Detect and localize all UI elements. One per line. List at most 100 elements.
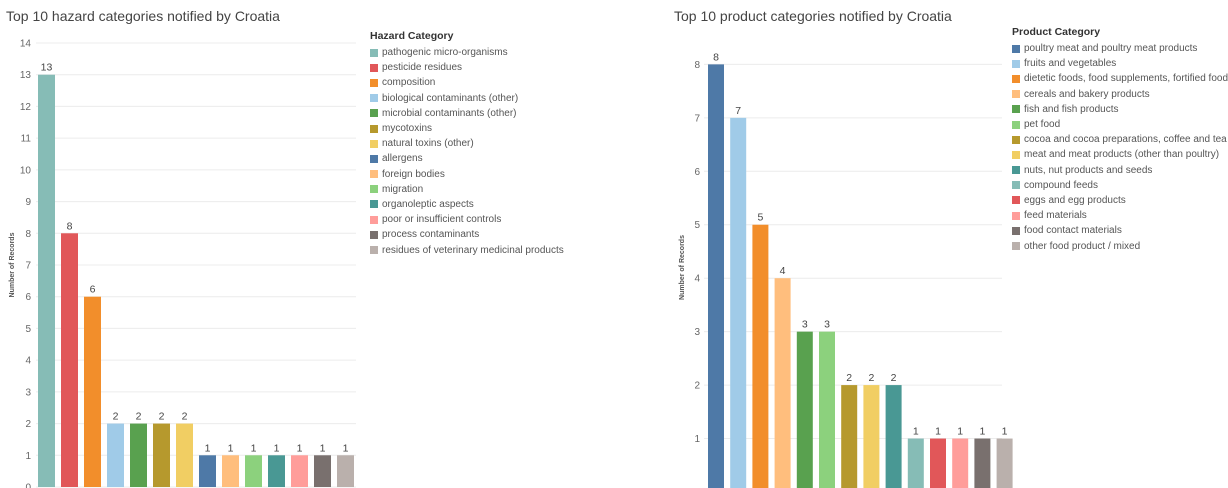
legend-swatch bbox=[1012, 181, 1020, 190]
bar[interactable] bbox=[730, 117, 747, 488]
legend-item[interactable]: nuts, nut products and seeds bbox=[1012, 163, 1228, 178]
legend-item[interactable]: allergens bbox=[370, 151, 564, 166]
legend-item[interactable]: eggs and egg products bbox=[1012, 193, 1228, 208]
bar[interactable] bbox=[107, 423, 124, 487]
bar[interactable] bbox=[974, 438, 991, 488]
bar[interactable] bbox=[996, 438, 1013, 488]
bar[interactable] bbox=[130, 423, 147, 487]
legend-label: biological contaminants (other) bbox=[382, 92, 519, 104]
data-label: 2 bbox=[113, 411, 119, 423]
legend-label: fruits and vegetables bbox=[1024, 58, 1117, 70]
legend-swatch bbox=[370, 230, 378, 239]
bar[interactable] bbox=[291, 455, 308, 487]
hazard-legend: Hazard Category pathogenic micro-organis… bbox=[370, 30, 564, 258]
legend-item[interactable]: mycotoxins bbox=[370, 121, 564, 136]
legend-item[interactable]: foreign bodies bbox=[370, 167, 564, 182]
legend-item[interactable]: meat and meat products (other than poult… bbox=[1012, 147, 1228, 162]
legend-swatch bbox=[370, 185, 378, 194]
legend-swatch bbox=[1012, 242, 1020, 251]
y-tick-label: 14 bbox=[20, 39, 32, 50]
legend-item[interactable]: compound feeds bbox=[1012, 178, 1228, 193]
legend-item[interactable]: natural toxins (other) bbox=[370, 136, 564, 151]
legend-swatch bbox=[1012, 59, 1020, 68]
legend-label: composition bbox=[382, 77, 436, 89]
legend-item[interactable]: poultry meat and poultry meat products bbox=[1012, 41, 1228, 56]
legend-items: pathogenic micro-organisms pesticide resi… bbox=[370, 45, 564, 258]
legend-swatch bbox=[1012, 211, 1020, 220]
bar[interactable] bbox=[199, 455, 216, 487]
legend-item[interactable]: residues of veterinary medicinal product… bbox=[370, 242, 564, 257]
bar[interactable] bbox=[907, 438, 924, 488]
legend-item[interactable]: microbial contaminants (other) bbox=[370, 106, 564, 121]
bar[interactable] bbox=[952, 438, 969, 488]
bar[interactable] bbox=[796, 331, 813, 488]
bar[interactable] bbox=[819, 331, 835, 488]
legend-item[interactable]: composition bbox=[370, 75, 564, 90]
legend-item[interactable]: fish and fish products bbox=[1012, 102, 1228, 117]
bar[interactable] bbox=[708, 64, 724, 488]
legend-swatch bbox=[370, 63, 378, 72]
legend-item[interactable]: dietetic foods, food supplements, fortif… bbox=[1012, 71, 1228, 86]
legend-item[interactable]: organoleptic aspects bbox=[370, 197, 564, 212]
legend-swatch bbox=[1012, 196, 1020, 205]
legend-swatch bbox=[1012, 150, 1020, 159]
bar[interactable] bbox=[930, 438, 946, 488]
y-tick-label: 5 bbox=[694, 220, 700, 231]
legend-label: other food product / mixed bbox=[1024, 240, 1141, 252]
data-label: 2 bbox=[846, 372, 852, 384]
bar[interactable] bbox=[268, 455, 285, 487]
bar[interactable] bbox=[337, 455, 354, 487]
bar[interactable] bbox=[774, 278, 791, 488]
legend-item[interactable]: fruits and vegetables bbox=[1012, 56, 1228, 71]
legend-item[interactable]: pathogenic micro-organisms bbox=[370, 45, 564, 60]
legend-swatch bbox=[370, 78, 378, 87]
bar[interactable] bbox=[314, 455, 331, 487]
y-tick-label: 3 bbox=[694, 327, 700, 338]
legend-item[interactable]: poor or insufficient controls bbox=[370, 212, 564, 227]
y-tick-label: 7 bbox=[694, 113, 700, 124]
data-label: 2 bbox=[136, 411, 142, 423]
data-label: 1 bbox=[251, 442, 257, 454]
legend-title: Product Category bbox=[1012, 26, 1101, 38]
legend-label: pathogenic micro-organisms bbox=[382, 47, 508, 59]
data-label: 2 bbox=[182, 411, 188, 423]
legend-item[interactable]: food contact materials bbox=[1012, 223, 1228, 238]
bar[interactable] bbox=[841, 385, 858, 488]
y-tick-label: 2 bbox=[25, 419, 31, 430]
legend-item[interactable]: biological contaminants (other) bbox=[370, 91, 564, 106]
legend-item[interactable]: other food product / mixed bbox=[1012, 238, 1228, 253]
legend-label: cereals and bakery products bbox=[1024, 88, 1150, 100]
bar[interactable] bbox=[61, 233, 78, 487]
legend-item[interactable]: cereals and bakery products bbox=[1012, 87, 1228, 102]
legend-item[interactable]: pet food bbox=[1012, 117, 1228, 132]
bar[interactable] bbox=[752, 224, 769, 488]
chart-title: Top 10 hazard categories notified by Cro… bbox=[6, 8, 280, 24]
data-label: 5 bbox=[757, 212, 763, 224]
bar[interactable] bbox=[153, 423, 170, 487]
data-label: 8 bbox=[67, 220, 73, 232]
bar[interactable] bbox=[176, 423, 193, 487]
legend-label: nuts, nut products and seeds bbox=[1024, 164, 1153, 176]
bar[interactable] bbox=[38, 74, 55, 487]
legend-item[interactable]: migration bbox=[370, 182, 564, 197]
legend-item[interactable]: pesticide residues bbox=[370, 60, 564, 75]
bar[interactable] bbox=[885, 385, 902, 488]
data-label: 1 bbox=[274, 442, 280, 454]
y-tick-label: 6 bbox=[694, 167, 700, 178]
legend-swatch bbox=[1012, 74, 1020, 83]
legend-item[interactable]: feed materials bbox=[1012, 208, 1228, 223]
y-tick-label: 1 bbox=[694, 434, 700, 445]
legend-swatch bbox=[1012, 105, 1020, 114]
legend-swatch bbox=[1012, 44, 1020, 53]
bar[interactable] bbox=[863, 385, 880, 488]
legend-label: natural toxins (other) bbox=[382, 138, 474, 150]
data-label: 2 bbox=[868, 372, 874, 384]
bar[interactable] bbox=[84, 296, 101, 487]
legend-item[interactable]: process contaminants bbox=[370, 227, 564, 242]
legend-item[interactable]: cocoa and cocoa preparations, coffee and… bbox=[1012, 132, 1228, 147]
legend-title: Hazard Category bbox=[370, 30, 454, 42]
bar[interactable] bbox=[245, 455, 262, 487]
bar[interactable] bbox=[222, 455, 239, 487]
legend-label: process contaminants bbox=[382, 229, 480, 241]
